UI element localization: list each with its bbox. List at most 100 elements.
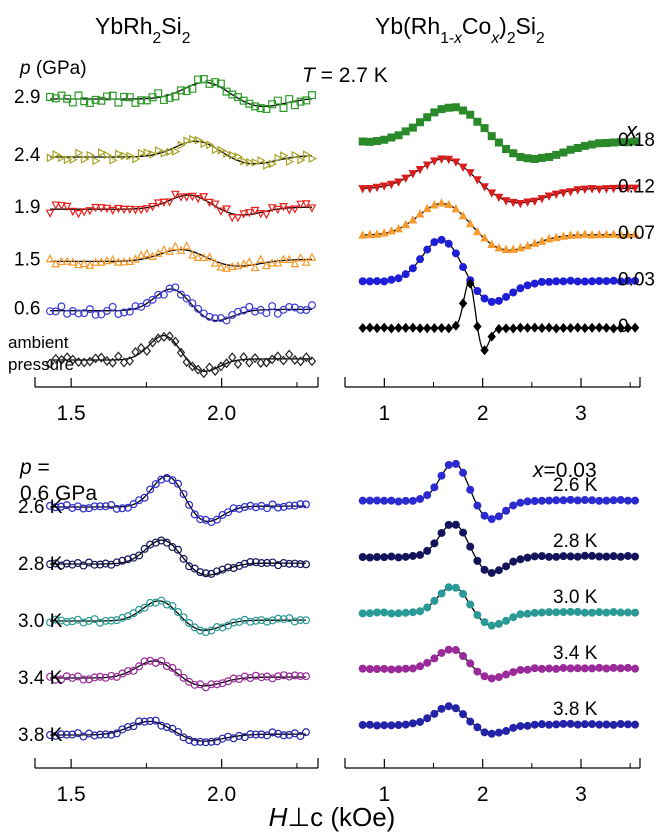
data-point-BL-2	[257, 616, 266, 625]
data-point-BR-2	[401, 608, 410, 617]
data-point-BL-3	[290, 671, 299, 680]
data-point-BR-1	[623, 551, 632, 560]
data-point-TR-2	[508, 244, 518, 253]
data-point-TR-3	[423, 245, 432, 254]
data-point-TR-4	[580, 323, 590, 334]
data-point-TL-3	[68, 257, 78, 266]
data-point-TL-1	[274, 153, 283, 163]
data-point-TR-0	[566, 145, 575, 154]
series-label-TL-5: ambient	[8, 333, 69, 352]
data-point-BL-2	[201, 628, 210, 637]
data-point-TR-0	[509, 149, 518, 158]
data-point-TR-0	[358, 137, 367, 146]
data-point-BL-2	[246, 617, 255, 626]
data-point-TL-3	[113, 257, 123, 266]
data-point-BL-0	[96, 502, 105, 511]
data-point-TR-3	[588, 277, 597, 286]
data-point-TL-1	[189, 134, 198, 144]
data-point-TL-3	[205, 252, 214, 261]
data-point-TR-3	[552, 277, 561, 286]
data-point-TL-5	[262, 357, 271, 368]
data-point-TL-1	[217, 145, 226, 155]
data-point-TL-3	[244, 257, 254, 266]
data-point-BR-4	[394, 721, 403, 730]
series-label-BL-1: 2.8 K	[18, 554, 63, 575]
data-point-TL-1	[251, 158, 261, 167]
data-point-TL-0	[222, 87, 231, 96]
data-point-TR-1	[587, 185, 597, 194]
data-point-TR-0	[559, 148, 568, 157]
data-point-TL-4	[302, 306, 311, 315]
data-point-TR-4	[380, 322, 389, 333]
data-point-BR-4	[616, 719, 625, 728]
data-point-TR-1	[394, 178, 403, 187]
data-point-TL-3	[51, 258, 61, 268]
data-point-BR-0	[358, 496, 367, 505]
data-point-BR-2	[480, 618, 489, 627]
data-point-BL-1	[118, 556, 127, 565]
data-point-TR-4	[451, 320, 461, 331]
data-point-TL-4	[91, 310, 100, 319]
data-point-TL-1	[69, 155, 78, 165]
data-point-TR-2	[530, 238, 540, 247]
data-point-TR-4	[494, 323, 504, 334]
data-point-BR-1	[602, 552, 611, 561]
data-point-TR-2	[401, 219, 411, 229]
data-point-TR-1	[480, 183, 489, 192]
data-point-TR-4	[473, 321, 482, 332]
data-point-BR-4	[416, 717, 425, 726]
data-point-TL-5	[290, 354, 300, 366]
data-point-BL-4	[140, 717, 149, 726]
data-point-BR-3	[437, 648, 446, 657]
data-point-TR-1	[494, 193, 504, 203]
data-point-BL-2	[68, 617, 77, 626]
data-point-TL-3	[62, 256, 72, 265]
data-point-BL-1	[123, 555, 132, 564]
data-point-TL-3	[210, 258, 220, 267]
data-point-BL-1	[96, 560, 105, 569]
data-point-TR-1	[516, 199, 525, 209]
data-point-TL-3	[74, 259, 83, 269]
data-point-TL-3	[250, 262, 260, 272]
data-point-BR-0	[416, 494, 425, 503]
data-point-TR-3	[537, 277, 546, 286]
data-point-TR-2	[465, 218, 475, 228]
panel-title-tr: Yb(Rh1-xCox)2Si2	[375, 13, 545, 47]
data-point-TL-3	[125, 256, 135, 266]
data-point-BR-2	[466, 600, 475, 609]
data-point-TL-5	[148, 337, 157, 348]
data-point-TL-5	[210, 365, 220, 376]
data-point-TR-4	[480, 345, 489, 356]
data-point-TL-1	[211, 145, 221, 155]
data-point-TL-1	[285, 157, 295, 166]
data-point-BL-3	[296, 672, 305, 681]
data-point-BL-2	[207, 626, 216, 635]
data-point-BL-2	[146, 598, 155, 607]
data-point-TL-4	[80, 309, 89, 318]
data-point-TL-1	[172, 147, 181, 156]
data-point-BL-3	[123, 667, 132, 676]
data-point-TL-5	[239, 352, 248, 363]
data-point-BR-0	[623, 496, 632, 505]
data-point-BR-1	[494, 566, 503, 575]
data-point-TR-3	[487, 297, 496, 306]
data-point-TR-4	[437, 323, 446, 334]
data-point-BL-1	[257, 559, 266, 568]
data-point-BR-2	[537, 608, 546, 617]
data-point-TR-3	[523, 281, 532, 290]
data-point-BR-3	[602, 664, 611, 673]
data-point-BR-3	[545, 664, 554, 673]
series-label-TL-2: 1.9	[14, 197, 40, 218]
data-point-TL-1	[149, 149, 158, 159]
data-point-TL-2	[227, 214, 237, 223]
series-label-BR-0: 2.6 K	[553, 475, 598, 496]
fit-line-TL-0	[50, 81, 313, 108]
data-point-TR-1	[609, 184, 618, 194]
data-point-TL-1	[246, 157, 255, 167]
data-point-TR-3	[416, 255, 425, 264]
data-point-BL-4	[224, 732, 233, 741]
data-point-TL-2	[262, 210, 271, 220]
data-point-TR-4	[415, 323, 425, 334]
data-point-TR-3	[545, 277, 554, 286]
data-point-TL-2	[153, 199, 163, 208]
